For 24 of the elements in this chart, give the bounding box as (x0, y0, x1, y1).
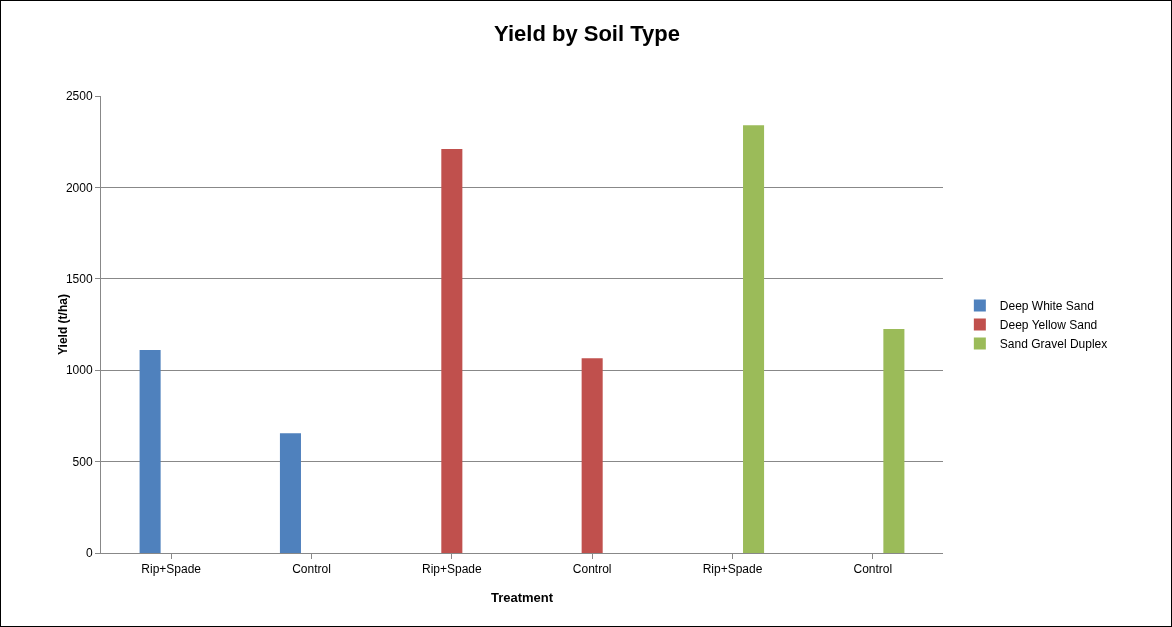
legend-label: Deep White Sand (999, 299, 1094, 314)
y-tick-label: 2000 (65, 180, 93, 195)
x-tick-label: Control (853, 562, 893, 577)
x-tick-label: Rip+Spade (141, 562, 202, 577)
y-axis-title: Yield (t/ha) (56, 294, 70, 355)
y-tick-label: 500 (72, 454, 93, 469)
bar (441, 149, 463, 553)
y-tick-label: 2500 (65, 89, 93, 104)
y-tick-label: 1000 (65, 363, 93, 378)
x-axis-title: Treatment (490, 590, 554, 605)
y-tick-label: 0 (85, 546, 93, 561)
x-tick-label: Control (572, 562, 612, 577)
y-tick-label: 1500 (65, 272, 93, 286)
bar (581, 358, 603, 553)
bar (883, 329, 905, 553)
bar (139, 350, 161, 553)
bar (279, 433, 301, 553)
legend-label: Deep Yellow Sand (999, 318, 1098, 333)
x-tick-label: Control (292, 562, 331, 577)
chart-title: Yield by Soil Type (494, 21, 680, 47)
x-tick-label: Rip+Spade (421, 562, 483, 577)
legend-label: Sand Gravel Duplex (999, 337, 1108, 352)
x-tick-label: Rip+Spade (702, 562, 763, 577)
bar (743, 125, 765, 553)
